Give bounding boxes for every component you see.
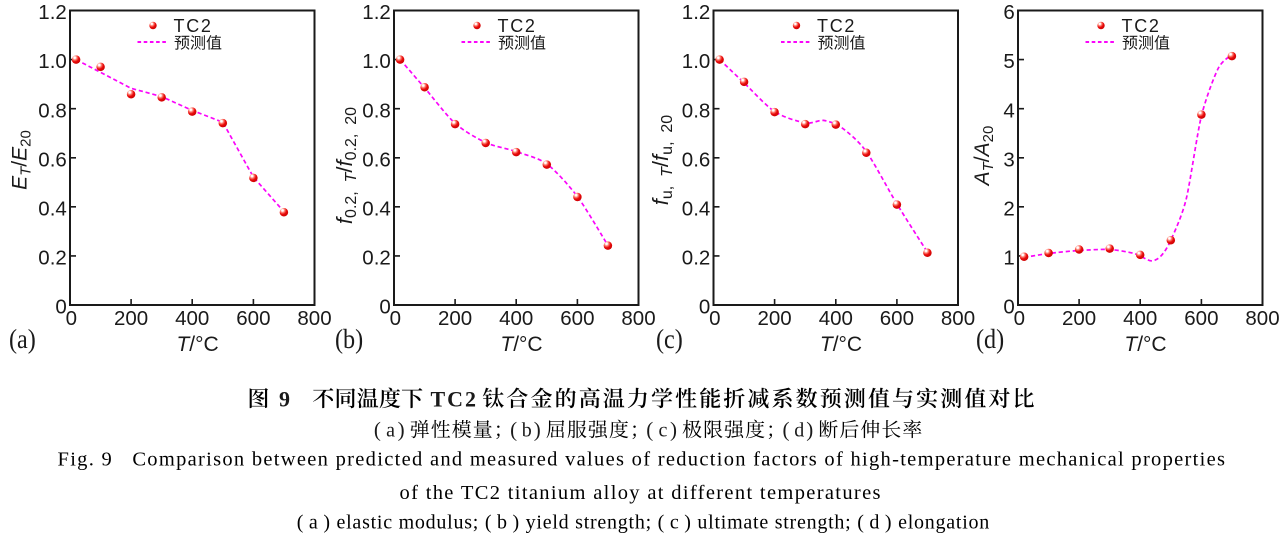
svg-text:800: 800 [297, 307, 331, 330]
svg-text:200: 200 [757, 307, 791, 330]
svg-text:200: 200 [114, 307, 148, 330]
svg-text:400: 400 [499, 307, 533, 330]
svg-text:2: 2 [1003, 197, 1014, 220]
svg-text:ET/E20: ET/E20 [9, 130, 35, 190]
svg-text:0.6: 0.6 [362, 148, 391, 171]
svg-text:0: 0 [1014, 307, 1025, 330]
svg-text:0: 0 [55, 296, 66, 319]
svg-text:0.4: 0.4 [38, 197, 67, 220]
svg-text:(a): (a) [9, 324, 36, 355]
svg-text:(: ( [783, 418, 790, 442]
svg-text:(d): (d) [976, 324, 1004, 355]
svg-text:1.2: 1.2 [362, 1, 391, 24]
svg-text:0: 0 [1003, 296, 1014, 319]
svg-text:0.4: 0.4 [682, 197, 711, 220]
svg-text:TC2: TC2 [817, 16, 856, 36]
svg-text:0.6: 0.6 [38, 148, 67, 171]
svg-text:): ) [806, 418, 813, 442]
svg-text:0.8: 0.8 [362, 99, 391, 122]
svg-text:800: 800 [621, 307, 655, 330]
svg-text:1.2: 1.2 [38, 1, 67, 24]
svg-text:TC2: TC2 [498, 16, 537, 36]
svg-text:800: 800 [941, 307, 975, 330]
svg-text:T/°C: T/°C [500, 333, 542, 356]
svg-text:1.0: 1.0 [362, 50, 391, 73]
svg-text:0: 0 [379, 296, 390, 319]
svg-text:d: d [794, 420, 804, 442]
svg-text:TC2: TC2 [174, 16, 213, 36]
svg-text:3: 3 [1003, 148, 1014, 171]
svg-text:a: a [386, 420, 395, 442]
svg-text:1.0: 1.0 [682, 50, 711, 73]
svg-text:AT/A20: AT/A20 [971, 126, 997, 188]
svg-text:): ) [534, 418, 541, 442]
svg-text:c: c [659, 420, 668, 442]
svg-text:0.2: 0.2 [682, 247, 711, 270]
svg-text:400: 400 [819, 307, 853, 330]
svg-text:T/°C: T/°C [176, 333, 218, 356]
svg-text:5: 5 [1003, 50, 1014, 73]
svg-text:): ) [398, 418, 405, 442]
svg-text:): ) [670, 418, 677, 442]
svg-text:0.2: 0.2 [38, 247, 67, 270]
svg-text:1.2: 1.2 [682, 1, 711, 24]
svg-text:4: 4 [1003, 99, 1014, 122]
svg-text:400: 400 [175, 307, 209, 330]
svg-text:fu, T/fu, 20: fu, T/fu, 20 [648, 115, 676, 206]
svg-text:TC2: TC2 [1122, 16, 1161, 36]
svg-text:0: 0 [699, 296, 710, 319]
svg-text:(: ( [374, 418, 381, 442]
svg-text:Fig. 9 Comparison between pr: Fig. 9 Comparison between predicted and … [58, 449, 1226, 471]
svg-text:(c): (c) [656, 324, 683, 355]
svg-text:f0.2, T/f0.2, 20: f0.2, T/f0.2, 20 [332, 107, 360, 224]
svg-text:of the TC2 titanium alloy at d: of the TC2 titanium alloy at different t… [400, 482, 881, 504]
svg-text:( a ) elastic modulus; ( b ) y: ( a ) elastic modulus; ( b ) yield stren… [297, 511, 990, 533]
svg-text:800: 800 [1245, 307, 1279, 330]
svg-text:(: ( [646, 418, 653, 442]
svg-text:400: 400 [1123, 307, 1157, 330]
svg-text:0: 0 [709, 307, 720, 330]
svg-text:0: 0 [66, 307, 77, 330]
svg-text:6: 6 [1003, 1, 1014, 24]
svg-text:0.8: 0.8 [682, 99, 711, 122]
svg-text:9: 9 [279, 386, 290, 411]
svg-text:0.2: 0.2 [362, 247, 391, 270]
svg-text:600: 600 [880, 307, 914, 330]
svg-text:1.0: 1.0 [38, 50, 67, 73]
svg-text:600: 600 [560, 307, 594, 330]
svg-text:b: b [522, 420, 532, 442]
svg-text:600: 600 [1184, 307, 1218, 330]
svg-text:T/°C: T/°C [1124, 333, 1166, 356]
svg-text:(b): (b) [335, 324, 363, 355]
svg-text:0.8: 0.8 [38, 99, 67, 122]
svg-text:0: 0 [390, 307, 401, 330]
svg-text:200: 200 [1062, 307, 1096, 330]
svg-text:0.6: 0.6 [682, 148, 711, 171]
svg-text:T/°C: T/°C [820, 333, 862, 356]
svg-text:600: 600 [236, 307, 270, 330]
svg-text:1: 1 [1003, 247, 1014, 270]
svg-text:200: 200 [438, 307, 472, 330]
svg-text:(: ( [510, 418, 517, 442]
svg-text:0.4: 0.4 [362, 197, 391, 220]
svg-text:TC2: TC2 [431, 386, 479, 411]
